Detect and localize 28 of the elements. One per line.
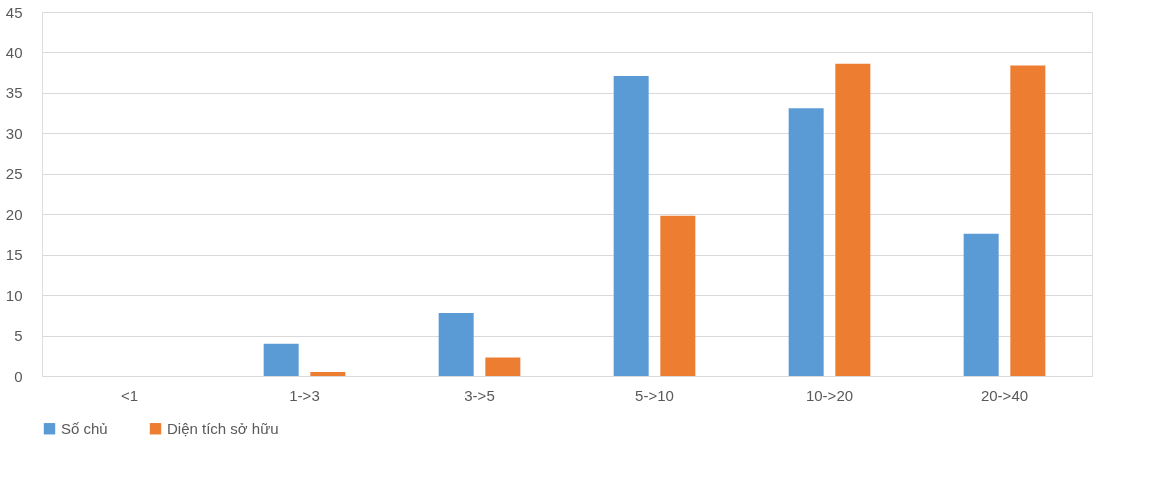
y-tick-label: 35 — [5, 84, 23, 102]
bar — [613, 75, 649, 376]
bar — [438, 312, 474, 376]
x-tick-label: <1 — [120, 386, 139, 404]
bar — [263, 343, 299, 376]
y-tick-label: 5 — [14, 327, 23, 345]
x-tick-label: 3->5 — [464, 386, 495, 404]
x-tick-label: 10->20 — [805, 386, 854, 404]
y-tick-label: 25 — [5, 165, 23, 183]
bar — [485, 357, 521, 376]
y-tick-label: 20 — [5, 205, 23, 223]
x-tick-label: 1->3 — [289, 386, 320, 404]
y-tick-label: 10 — [5, 286, 23, 304]
legend-label: Số chủ — [61, 419, 108, 437]
bar — [310, 371, 346, 376]
bar — [963, 233, 999, 376]
y-tick-label: 0 — [14, 367, 23, 385]
y-tick-label: 45 — [5, 3, 23, 21]
y-tick-label: 30 — [5, 124, 23, 142]
bar — [1010, 65, 1046, 376]
bar — [660, 215, 696, 376]
legend-label: Diện tích sở hữu — [167, 419, 279, 437]
y-tick-label: 40 — [5, 43, 23, 61]
x-tick-label: 5->10 — [635, 386, 674, 404]
bar — [835, 63, 871, 376]
x-tick-label: 20->40 — [980, 386, 1029, 404]
y-tick-label: 15 — [5, 246, 23, 264]
bar — [788, 108, 824, 376]
